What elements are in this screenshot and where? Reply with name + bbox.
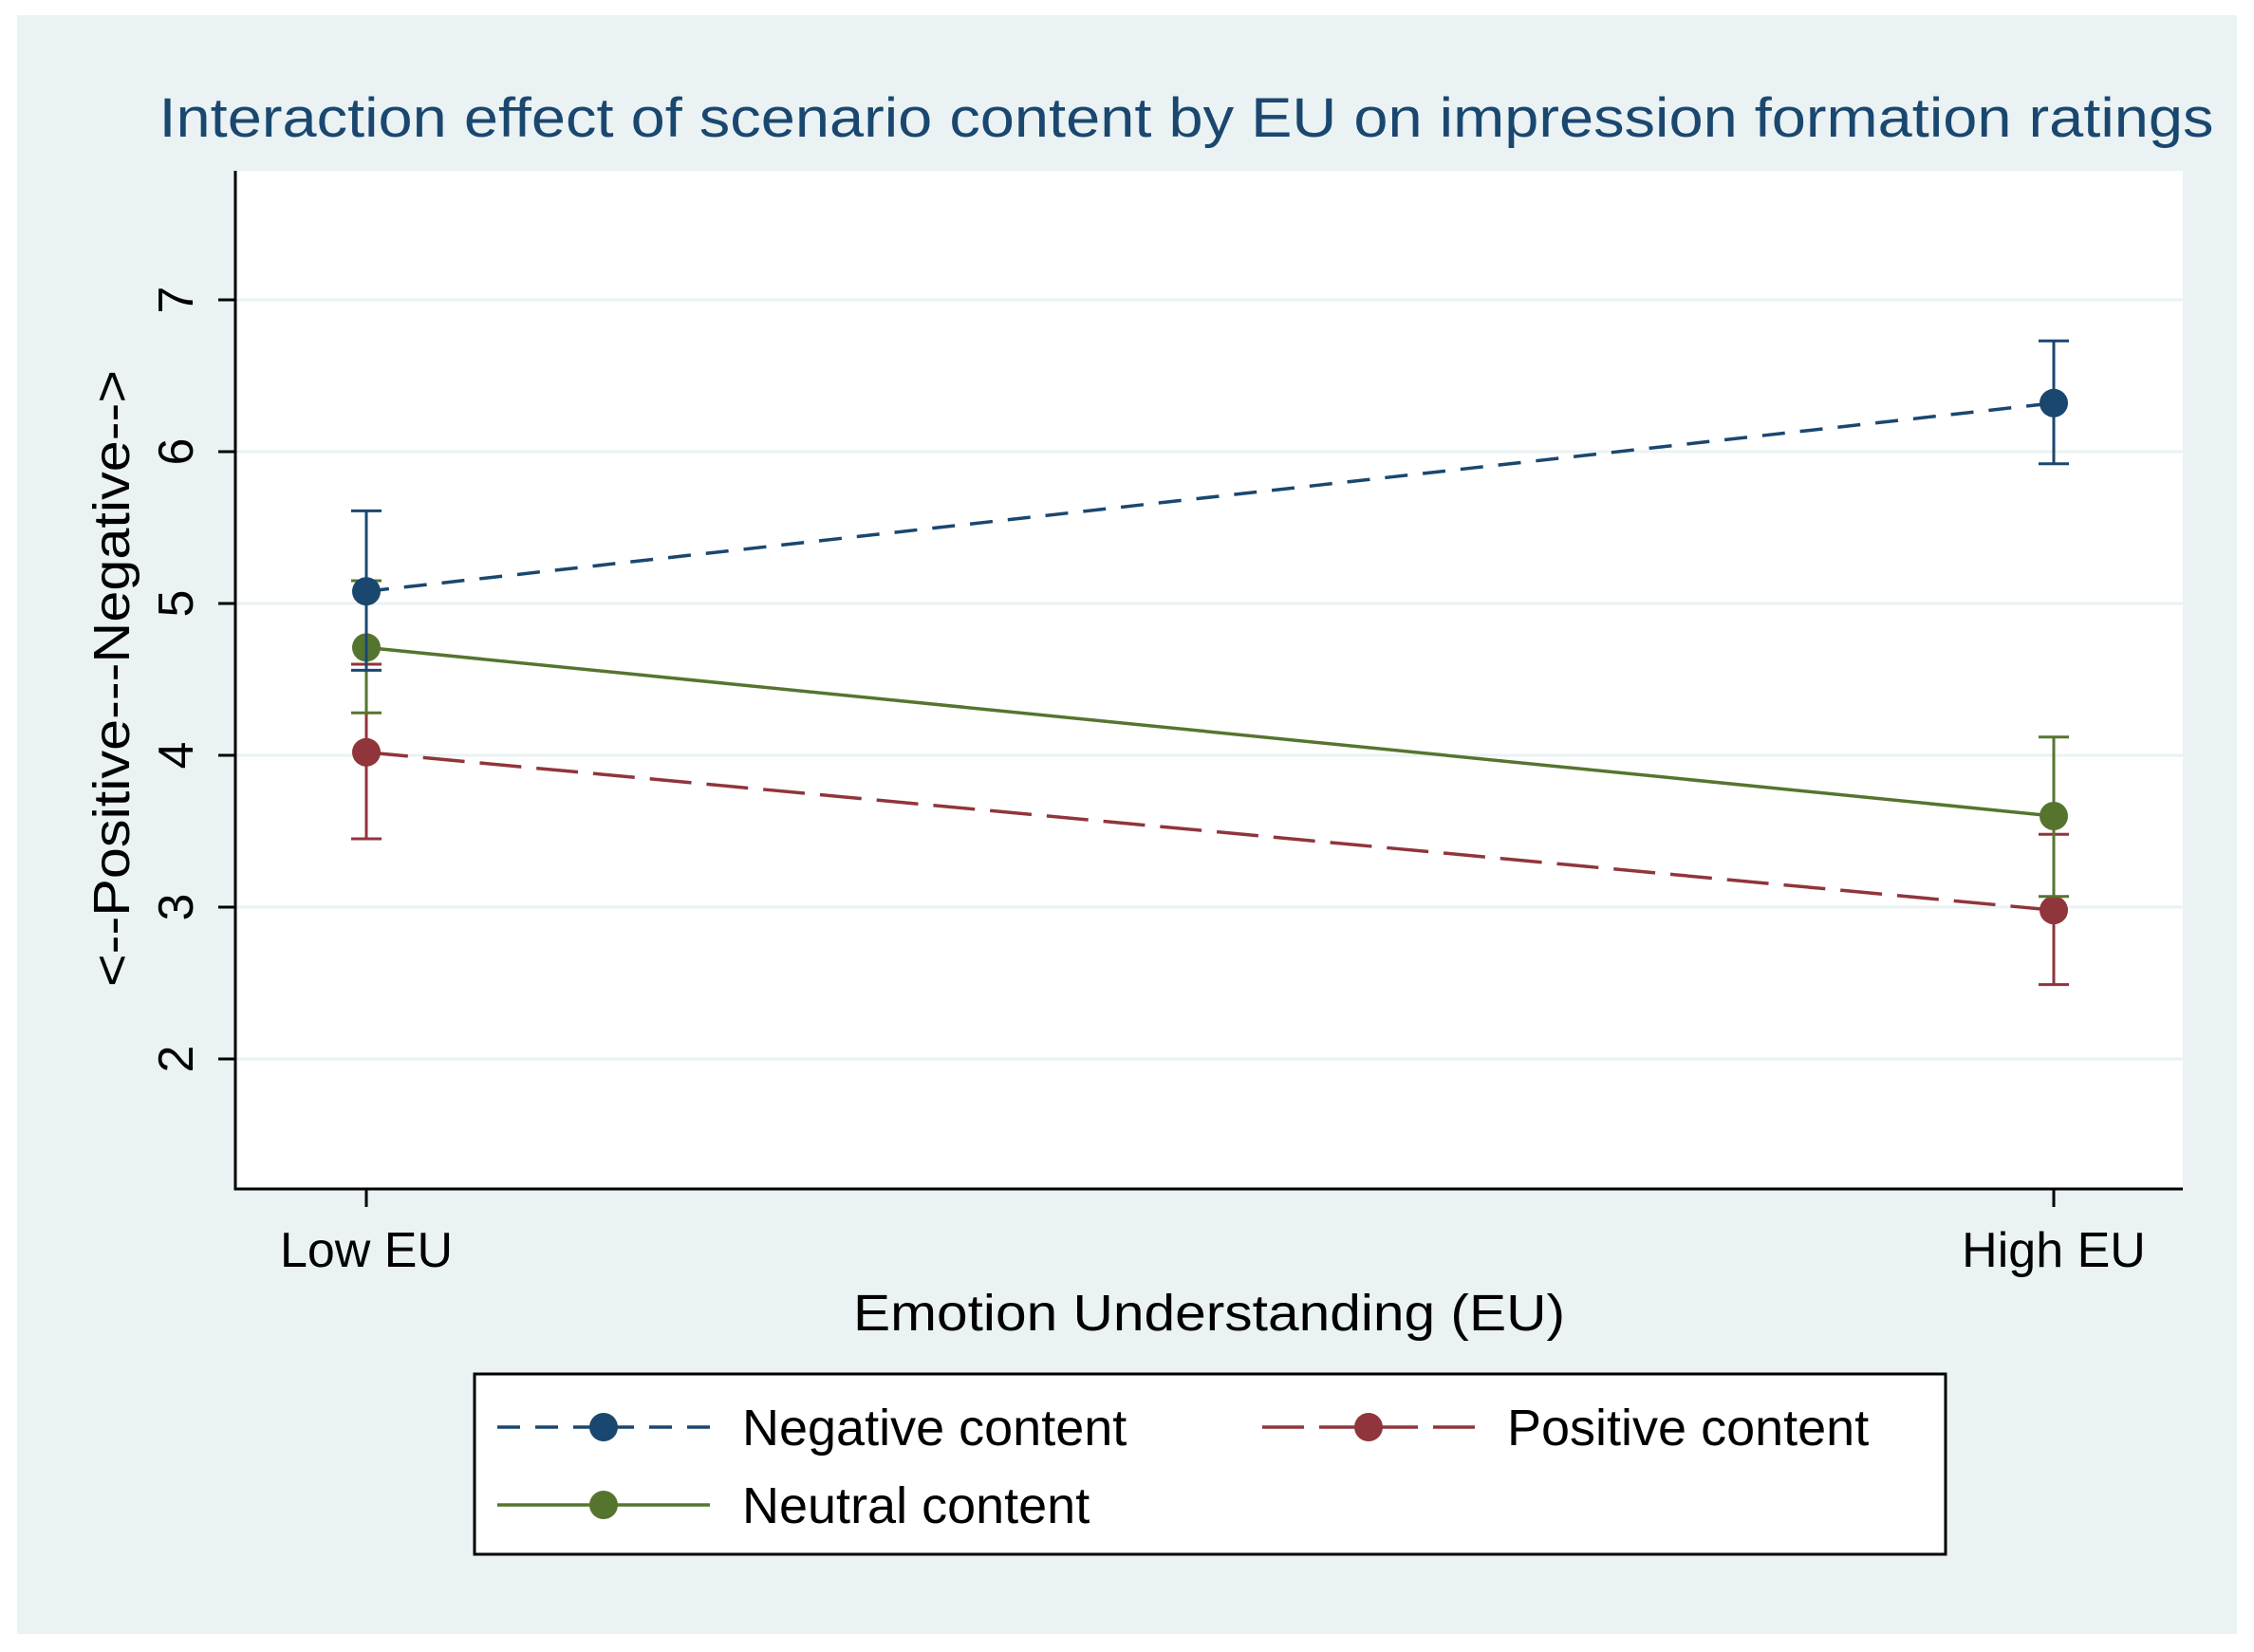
- series-line: [365, 645, 2055, 818]
- legend: Negative content Positive content Neutral …: [473, 1372, 1947, 1556]
- legend-entries: Negative content Positive content Neutral …: [497, 1400, 1869, 1534]
- y-tick-label: 6: [149, 438, 204, 466]
- data-point: [2040, 388, 2068, 418]
- legend-marker: [589, 1413, 618, 1441]
- y-tick-label: 5: [149, 590, 204, 618]
- gridlines: [235, 298, 2183, 1061]
- y-tick-label: 7: [149, 287, 204, 314]
- data-point: [2040, 896, 2068, 925]
- data-point: [352, 577, 381, 606]
- legend-entry: Negative content: [497, 1400, 1127, 1457]
- y-axis-title: <--Positive---Negative-->: [84, 370, 140, 987]
- legend-marker: [589, 1491, 618, 1519]
- chart-title: Interaction effect of scenario content b…: [159, 87, 2214, 149]
- x-tick-label: High EU: [1962, 1223, 2146, 1278]
- series-line: [365, 401, 2055, 593]
- x-tick-label: Low EU: [280, 1223, 453, 1278]
- legend-label: Negative content: [742, 1400, 1127, 1457]
- data-point: [2040, 802, 2068, 830]
- legend-label: Positive content: [1507, 1400, 1869, 1457]
- y-ticks: 2 3 4 5 6 7: [149, 287, 235, 1073]
- legend-marker: [1354, 1413, 1383, 1441]
- data-point: [352, 737, 381, 767]
- legend-entry: Neutral content: [497, 1477, 1090, 1534]
- series: [351, 339, 2069, 987]
- axes: [233, 171, 2183, 1191]
- y-tick-label: 3: [149, 894, 204, 921]
- y-tick-label: 4: [149, 742, 204, 770]
- y-tick-label: 2: [149, 1046, 204, 1073]
- legend-entry: Positive content: [1262, 1400, 1869, 1457]
- legend-label: Neutral content: [742, 1477, 1090, 1534]
- series-negative-content: [351, 339, 2069, 672]
- x-ticks: Low EU High EU: [280, 1188, 2146, 1278]
- legend-box: [473, 1372, 1947, 1556]
- plot-area: [235, 171, 2183, 1188]
- x-axis-title: Emotion Understanding (EU): [853, 1285, 1565, 1342]
